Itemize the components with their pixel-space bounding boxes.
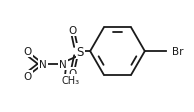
Text: N: N — [39, 59, 47, 69]
Text: O: O — [24, 72, 32, 82]
Text: Br: Br — [172, 47, 184, 57]
Text: CH₃: CH₃ — [62, 76, 80, 86]
Text: S: S — [77, 45, 84, 58]
Text: O: O — [24, 47, 32, 57]
Text: O: O — [68, 68, 77, 78]
Text: N: N — [59, 59, 67, 69]
Text: O: O — [68, 25, 77, 35]
